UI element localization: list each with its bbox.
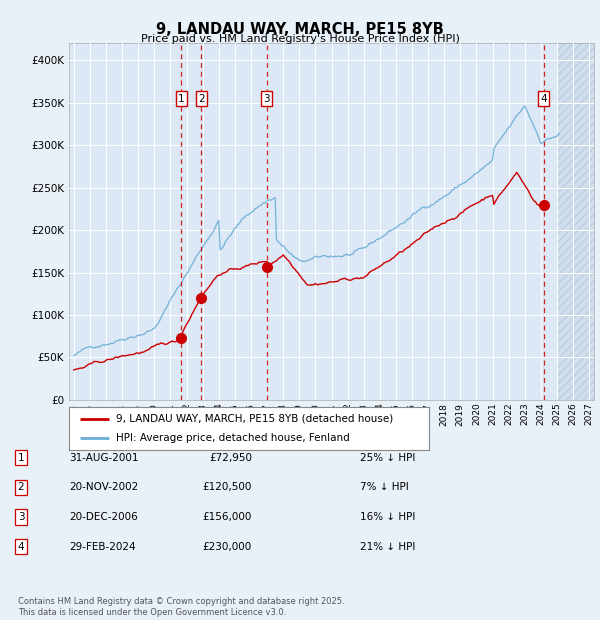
Text: £230,000: £230,000: [203, 542, 252, 552]
Text: Contains HM Land Registry data © Crown copyright and database right 2025.
This d: Contains HM Land Registry data © Crown c…: [18, 598, 344, 617]
Text: 16% ↓ HPI: 16% ↓ HPI: [360, 512, 415, 522]
Text: 2: 2: [198, 94, 205, 104]
Text: £120,500: £120,500: [203, 482, 252, 492]
Text: 20-DEC-2006: 20-DEC-2006: [69, 512, 138, 522]
Text: £156,000: £156,000: [203, 512, 252, 522]
Text: 1: 1: [17, 453, 25, 463]
Text: 25% ↓ HPI: 25% ↓ HPI: [360, 453, 415, 463]
Text: 29-FEB-2024: 29-FEB-2024: [69, 542, 136, 552]
Bar: [557, 43, 594, 400]
Text: 3: 3: [17, 512, 25, 522]
Text: 20-NOV-2002: 20-NOV-2002: [69, 482, 138, 492]
Text: 21% ↓ HPI: 21% ↓ HPI: [360, 542, 415, 552]
Text: 1: 1: [178, 94, 185, 104]
Text: 9, LANDAU WAY, MARCH, PE15 8YB: 9, LANDAU WAY, MARCH, PE15 8YB: [156, 22, 444, 37]
Text: Price paid vs. HM Land Registry's House Price Index (HPI): Price paid vs. HM Land Registry's House …: [140, 34, 460, 44]
Text: 4: 4: [540, 94, 547, 104]
Text: 3: 3: [263, 94, 270, 104]
Text: HPI: Average price, detached house, Fenland: HPI: Average price, detached house, Fenl…: [116, 433, 350, 443]
Text: 2: 2: [17, 482, 25, 492]
Text: 4: 4: [17, 542, 25, 552]
Text: 7% ↓ HPI: 7% ↓ HPI: [360, 482, 409, 492]
Text: 31-AUG-2001: 31-AUG-2001: [69, 453, 139, 463]
Text: 9, LANDAU WAY, MARCH, PE15 8YB (detached house): 9, LANDAU WAY, MARCH, PE15 8YB (detached…: [116, 414, 393, 423]
Text: £72,950: £72,950: [209, 453, 252, 463]
